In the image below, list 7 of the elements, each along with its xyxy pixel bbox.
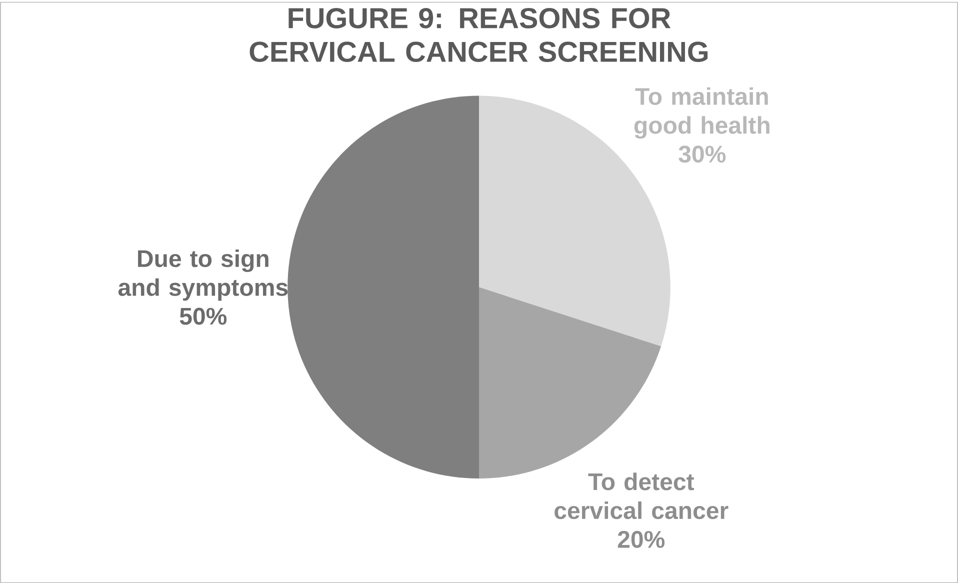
chart-title: FUGURE 9: REASONS FOR CERVICAL CANCER SCREENING bbox=[250, 8, 708, 62]
data-label: 20% bbox=[618, 530, 665, 548]
data-label: 50% bbox=[180, 308, 227, 325]
data-label: 30% bbox=[678, 146, 726, 163]
slice-label: To maintain good health bbox=[634, 87, 770, 139]
slice-label: Due to sign and symptoms bbox=[118, 249, 288, 301]
slice-label: To detect cervical cancer bbox=[554, 472, 728, 520]
